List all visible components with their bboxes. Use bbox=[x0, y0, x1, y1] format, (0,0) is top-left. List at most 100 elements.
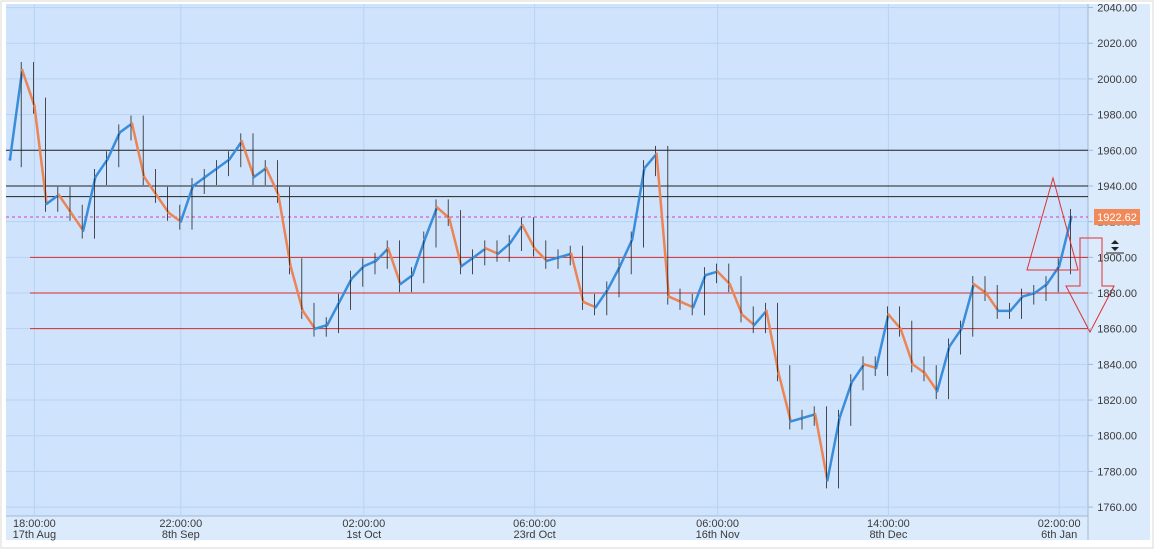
price-segment bbox=[313, 323, 329, 330]
price-segment bbox=[179, 184, 195, 223]
price-segment bbox=[582, 300, 597, 309]
price-segment bbox=[533, 247, 549, 263]
price-segment bbox=[20, 68, 36, 107]
x-tick-label: 22:00:00 bbox=[159, 518, 202, 530]
x-tick-label: 8th Sep bbox=[162, 529, 200, 541]
price-segment bbox=[789, 416, 805, 423]
x-tick-label: 17th Aug bbox=[13, 529, 56, 541]
price-segment bbox=[8, 68, 24, 161]
price-segment bbox=[203, 166, 219, 179]
price-segment bbox=[264, 166, 280, 197]
x-tick-label: 16th Nov bbox=[696, 529, 741, 541]
price-segment bbox=[643, 152, 658, 170]
price-segment bbox=[496, 241, 512, 256]
price-segment bbox=[338, 277, 353, 304]
price-segment bbox=[569, 252, 585, 304]
scale-handle[interactable] bbox=[1106, 240, 1124, 254]
price-segment bbox=[984, 291, 1000, 313]
y-tick-label: 1840.00 bbox=[1097, 359, 1137, 371]
price-segment bbox=[752, 309, 768, 327]
price-segment bbox=[838, 380, 854, 420]
x-tick-label: 23rd Oct bbox=[514, 529, 556, 541]
x-tick-label: 06:00:00 bbox=[696, 518, 739, 530]
price-segment bbox=[240, 140, 256, 179]
price-segment bbox=[935, 345, 951, 393]
price-segment bbox=[289, 264, 305, 313]
price-segment bbox=[667, 295, 683, 304]
price-segment bbox=[423, 206, 439, 241]
x-tick-label: 06:00:00 bbox=[513, 518, 556, 530]
price-segment bbox=[435, 206, 451, 220]
price-segment bbox=[862, 363, 878, 370]
y-tick-label: 1780.00 bbox=[1097, 466, 1137, 478]
y-tick-label: 2000.00 bbox=[1097, 74, 1137, 86]
price-segment bbox=[386, 247, 402, 286]
price-segment bbox=[142, 175, 158, 197]
price-segment bbox=[545, 256, 561, 263]
y-tick-label: 1820.00 bbox=[1097, 395, 1137, 407]
price-segment bbox=[252, 166, 268, 179]
x-tick-label: 1st Oct bbox=[346, 529, 381, 541]
price-segment bbox=[69, 211, 85, 232]
price-segment bbox=[1021, 291, 1037, 298]
price-segment bbox=[106, 131, 122, 161]
price-segment bbox=[630, 166, 646, 241]
price-segment bbox=[130, 122, 146, 179]
price-segment bbox=[655, 152, 671, 298]
price-segment bbox=[679, 300, 695, 309]
scale-icon[interactable] bbox=[1111, 240, 1119, 251]
price-segment bbox=[728, 282, 744, 316]
price-segment bbox=[716, 270, 732, 286]
x-tick-label: 8th Dec bbox=[869, 529, 907, 541]
price-segment bbox=[350, 264, 366, 280]
price-segment bbox=[911, 363, 927, 375]
price-segment bbox=[118, 122, 134, 134]
price-segment bbox=[887, 313, 902, 330]
y-tick-label: 1900.00 bbox=[1097, 252, 1137, 264]
price-segment bbox=[94, 157, 109, 179]
price-segment bbox=[57, 193, 73, 214]
price-segment bbox=[167, 211, 183, 223]
price-series bbox=[8, 62, 1073, 489]
x-tick-label: 14:00:00 bbox=[867, 518, 910, 530]
price-segment bbox=[618, 238, 634, 268]
price-segment bbox=[923, 372, 939, 393]
price-segment bbox=[1045, 264, 1061, 286]
price-segment bbox=[399, 273, 414, 286]
price-segment bbox=[81, 175, 97, 232]
y-tick-label: 1940.00 bbox=[1097, 181, 1137, 193]
price-badge-label: 1922.62 bbox=[1097, 212, 1137, 224]
price-segment bbox=[704, 270, 719, 277]
y-tick-label: 1760.00 bbox=[1097, 502, 1137, 514]
x-axis-area bbox=[6, 516, 1088, 540]
price-segment bbox=[191, 175, 207, 188]
price-segment bbox=[33, 104, 48, 206]
x-tick-label: 02:00:00 bbox=[1038, 518, 1081, 530]
price-segment bbox=[521, 223, 536, 250]
x-tick-label: 18:00:00 bbox=[13, 518, 56, 530]
price-segment bbox=[447, 216, 463, 268]
triangle-annotation bbox=[1026, 176, 1079, 271]
y-tick-label: 1800.00 bbox=[1097, 431, 1137, 443]
price-segment bbox=[484, 247, 500, 256]
y-tick-label: 1880.00 bbox=[1097, 288, 1137, 300]
price-segment bbox=[606, 264, 622, 291]
price-segment bbox=[472, 247, 488, 259]
x-tick-label: 6th Jan bbox=[1041, 529, 1077, 541]
price-segment bbox=[228, 140, 244, 161]
x-tick-label: 02:00:00 bbox=[342, 518, 385, 530]
price-segment bbox=[362, 259, 378, 268]
price-segment bbox=[45, 193, 61, 206]
y-tick-label: 1860.00 bbox=[1097, 324, 1137, 336]
price-segment bbox=[691, 273, 707, 309]
price-segment bbox=[899, 327, 915, 366]
price-segment bbox=[801, 413, 817, 420]
price-segment bbox=[155, 193, 170, 214]
price-segment bbox=[850, 363, 866, 384]
price-segment bbox=[826, 416, 841, 482]
axes: 1760.00 1780.00 1800.00 1820.00 1840.00 1860.… bbox=[13, 3, 1140, 541]
price-segment bbox=[777, 372, 793, 423]
